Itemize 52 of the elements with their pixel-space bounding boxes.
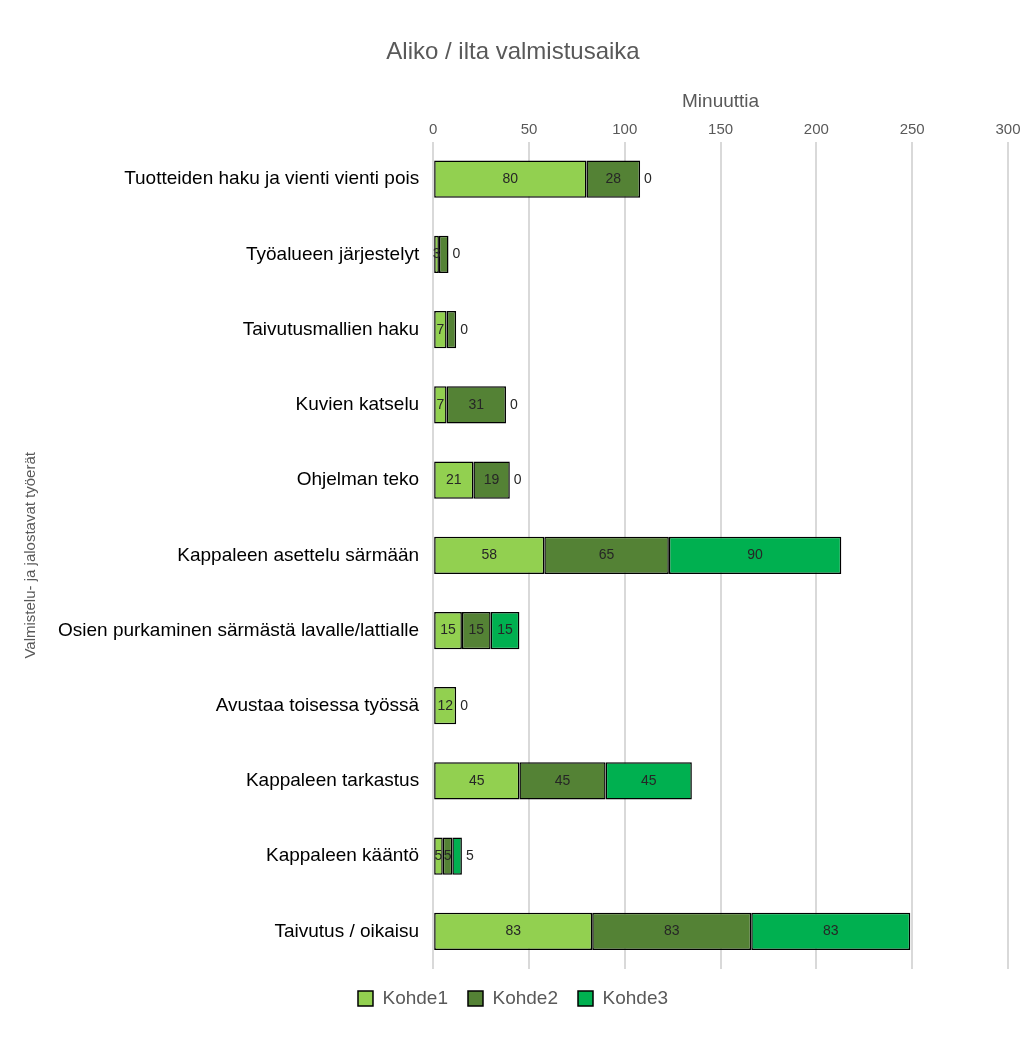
y-tick-label: Tuotteiden haku ja vienti vienti pois bbox=[124, 167, 420, 189]
data-label: 80 bbox=[502, 170, 519, 187]
data-label: 15 bbox=[497, 621, 514, 638]
data-label: 0 bbox=[644, 170, 653, 187]
x-tick-label: 50 bbox=[520, 119, 538, 137]
x-tick-label: 300 bbox=[995, 119, 1021, 137]
legend-label: Kohde2 bbox=[492, 986, 559, 1008]
data-label: 0 bbox=[509, 395, 518, 412]
y-tick-label: Osien purkaminen särmästä lavalle/lattialle bbox=[58, 618, 420, 640]
data-label: 45 bbox=[468, 771, 485, 788]
data-label: 0 bbox=[460, 320, 469, 337]
x-tick-label: 150 bbox=[708, 119, 734, 137]
data-label: 5 bbox=[465, 847, 474, 864]
y-tick-label: Kappaleen kääntö bbox=[265, 844, 420, 866]
data-label: 0 bbox=[513, 470, 522, 487]
x-tick-label: 250 bbox=[899, 119, 925, 137]
x-tick-label: 200 bbox=[803, 119, 829, 137]
data-label: 83 bbox=[663, 922, 680, 939]
legend-label: Kohde3 bbox=[602, 986, 669, 1008]
y-axis-title: Valmistelu- ja jalostavat työerät bbox=[21, 451, 39, 659]
data-label: 83 bbox=[505, 922, 522, 939]
y-tick-label: Ohjelman teko bbox=[296, 468, 420, 490]
x-axis-title: Minuuttia bbox=[682, 90, 760, 112]
y-tick-label: Kappaleen tarkastus bbox=[245, 769, 420, 791]
chart-title: Aliko / ilta valmistusaika bbox=[386, 37, 641, 65]
data-label: 19 bbox=[483, 470, 500, 487]
data-label: 45 bbox=[640, 771, 657, 788]
y-tick-label: Kappaleen asettelu särmään bbox=[177, 543, 420, 565]
y-tick-label: Avustaa toisessa työssä bbox=[215, 693, 420, 715]
y-tick-label: Taivutusmallien haku bbox=[242, 317, 420, 339]
data-label: 28 bbox=[605, 170, 622, 187]
data-label: 58 bbox=[481, 546, 498, 563]
data-label: 65 bbox=[598, 546, 615, 563]
data-label: 7 bbox=[436, 395, 445, 412]
data-label: 83 bbox=[822, 922, 839, 939]
x-tick-label: 100 bbox=[612, 119, 638, 137]
data-label: 7 bbox=[436, 320, 445, 337]
data-label: 21 bbox=[446, 470, 462, 487]
data-label: 0 bbox=[460, 696, 469, 713]
y-tick-label: Työalueen järjestelyt bbox=[245, 242, 420, 264]
data-label: 12 bbox=[437, 696, 454, 713]
data-label: 31 bbox=[468, 395, 485, 412]
data-label: 5 bbox=[443, 847, 452, 864]
legend-label: Kohde1 bbox=[382, 986, 448, 1008]
data-label: 45 bbox=[554, 771, 571, 788]
y-tick-label: Taivutus / oikaisu bbox=[274, 919, 420, 941]
x-tick-label: 0 bbox=[429, 119, 438, 137]
y-tick-label: Kuvien katselu bbox=[295, 393, 420, 415]
data-label: 15 bbox=[440, 621, 457, 638]
data-label: 15 bbox=[468, 621, 485, 638]
data-label: 0 bbox=[452, 245, 461, 262]
data-label: 90 bbox=[747, 546, 764, 563]
